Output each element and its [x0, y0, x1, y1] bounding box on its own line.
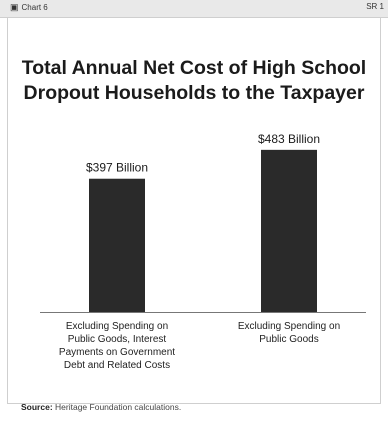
category-label-1-line-1: Excluding Spending on	[65, 321, 169, 332]
category-label-1-line-3: Payments on Government	[58, 347, 176, 358]
source-note: Source: Heritage Foundation calculations…	[21, 402, 181, 412]
chart-icon: ▣	[10, 2, 19, 12]
category-label-2-line-2: Public Goods	[259, 334, 319, 345]
chart-frame	[7, 17, 381, 404]
source-text: Heritage Foundation calculations.	[55, 402, 182, 412]
series-tag: SR 1	[366, 2, 384, 11]
bar-2	[261, 149, 317, 312]
source-label: Source:	[21, 402, 53, 412]
chart-header-bar: ▣ Chart 6 SR 1	[0, 0, 388, 18]
bar-1	[89, 178, 145, 312]
chart-tag: ▣ Chart 6	[10, 2, 48, 13]
category-label-1-line-4: Debt and Related Costs	[63, 360, 171, 371]
category-label-1: Excluding Spending on Public Goods, Inter…	[42, 320, 192, 372]
chart-title-line-1: Total Annual Net Cost of High School	[21, 57, 367, 79]
chart-tag-label: Chart 6	[21, 3, 48, 12]
chart-title-line-2: Dropout Households to the Taxpayer	[23, 82, 365, 104]
category-label-2-line-1: Excluding Spending on	[237, 321, 341, 332]
data-label-1: $397 Billion	[86, 161, 148, 175]
category-label-2: Excluding Spending on Public Goods	[219, 320, 359, 346]
chart-title: Total Annual Net Cost of High School Dro…	[0, 56, 388, 106]
data-label-2: $483 Billion	[258, 132, 320, 146]
category-label-1-line-2: Public Goods, Interest	[67, 334, 167, 345]
